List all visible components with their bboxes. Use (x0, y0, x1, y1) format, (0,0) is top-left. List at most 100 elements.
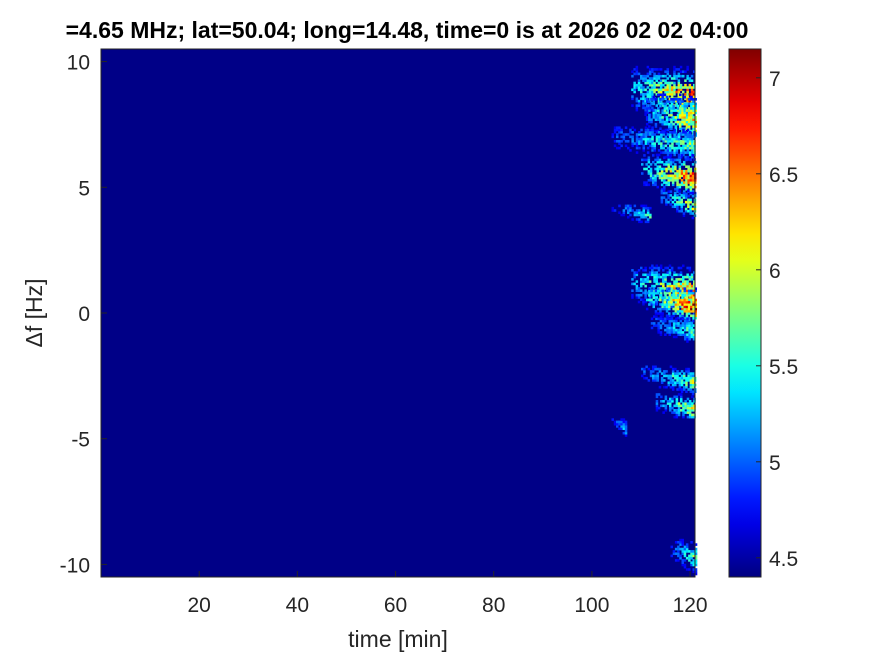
heatmap-cell (682, 264, 685, 268)
heatmap-cell (620, 135, 623, 139)
heatmap-cell (683, 190, 686, 193)
heatmap-cell (678, 172, 682, 175)
heatmap-cell (670, 98, 673, 101)
heatmap-cell (644, 284, 647, 288)
heatmap-cell (624, 422, 628, 426)
heatmap-cell (656, 367, 659, 371)
heatmap-cell (679, 88, 683, 92)
heatmap-cell (622, 422, 626, 426)
heatmap-cell (668, 287, 671, 290)
heatmap-cell (679, 83, 683, 87)
heatmap-cell (618, 204, 621, 208)
heatmap-cell (686, 324, 689, 327)
heatmap-cell (687, 205, 690, 208)
heatmap-cell (675, 322, 678, 325)
heatmap-cell (685, 183, 688, 187)
heatmap-cell (668, 319, 671, 323)
heatmap-cell (690, 116, 693, 119)
heatmap-cell (675, 331, 678, 334)
heatmap-cell (670, 102, 674, 105)
heatmap-cell (659, 289, 662, 293)
heatmap-cell (683, 545, 687, 549)
heatmap-cell (655, 409, 659, 412)
heatmap-cell (655, 135, 659, 139)
heatmap-cell (679, 538, 682, 542)
heatmap-cell (685, 550, 689, 553)
heatmap-cell (635, 151, 639, 154)
heatmap-cell (648, 303, 651, 306)
heatmap-cell (635, 97, 639, 101)
heatmap-cell (692, 554, 695, 558)
heatmap-cell (682, 191, 686, 195)
heatmap-cell (685, 314, 689, 318)
heatmap-cell (653, 280, 656, 283)
heatmap-cell (685, 547, 689, 551)
heatmap-cell (645, 100, 649, 103)
heatmap-cell (653, 271, 656, 274)
heatmap-cell (690, 287, 694, 290)
heatmap-cell (638, 213, 641, 217)
heatmap-cell (648, 107, 651, 110)
heatmap-cell (667, 167, 670, 171)
heatmap-cell (642, 209, 645, 212)
heatmap-cell (688, 151, 692, 154)
heatmap-cell (652, 376, 655, 380)
heatmap-cell (646, 280, 650, 283)
heatmap-cell (627, 140, 630, 143)
heatmap-cell (689, 207, 692, 211)
heatmap-cell (656, 376, 659, 380)
heatmap-cell (640, 280, 643, 283)
heatmap-cell (646, 220, 650, 224)
heatmap-cell (690, 556, 693, 560)
heatmap-cell (669, 151, 672, 154)
heatmap-cell (686, 280, 689, 283)
heatmap-cell (676, 183, 679, 187)
heatmap-cell (688, 335, 691, 339)
heatmap-cell (677, 146, 681, 150)
heatmap-cell (650, 317, 654, 321)
heatmap-cell (673, 151, 676, 154)
heatmap-cell (666, 400, 670, 403)
heatmap-cell (668, 322, 671, 325)
heatmap-cell (671, 196, 675, 199)
heatmap-cell (673, 149, 676, 152)
heatmap-cell (676, 300, 680, 304)
heatmap-cell (688, 293, 692, 297)
heatmap-cell (672, 116, 675, 119)
heatmap-cell (651, 81, 654, 85)
heatmap-cell (635, 271, 639, 274)
heatmap-cell (663, 111, 667, 115)
heatmap-cell (692, 324, 696, 327)
heatmap-cell (690, 326, 694, 330)
heatmap-cell (668, 122, 671, 126)
heatmap-cell (659, 333, 663, 336)
heatmap-cell (662, 278, 665, 281)
heatmap-cell (670, 77, 674, 80)
heatmap-cell (669, 144, 672, 148)
heatmap-cell (664, 328, 667, 332)
heatmap-cell (686, 335, 689, 339)
heatmap-cell (620, 128, 623, 132)
heatmap-cell (675, 402, 679, 405)
heatmap-cell (673, 140, 676, 143)
heatmap-cell (668, 271, 672, 274)
heatmap-cell (654, 167, 657, 171)
heatmap-cell (664, 280, 667, 283)
heatmap-cell (662, 137, 665, 141)
heatmap-cell (653, 90, 656, 94)
heatmap-cell (656, 374, 659, 378)
y-tick-label: 5 (78, 177, 90, 200)
heatmap-cell (646, 74, 650, 78)
heatmap-cell (691, 392, 695, 396)
heatmap-cell (669, 149, 672, 152)
heatmap-cell (648, 77, 652, 80)
heatmap-cell (682, 86, 685, 89)
heatmap-cell (679, 266, 683, 270)
heatmap-cell (690, 328, 694, 332)
heatmap-cell (671, 372, 675, 375)
heatmap-cell (684, 275, 687, 279)
heatmap-cell (686, 322, 689, 325)
heatmap-cell (683, 122, 686, 126)
heatmap-cell (691, 135, 694, 139)
heatmap-cell (622, 418, 626, 421)
